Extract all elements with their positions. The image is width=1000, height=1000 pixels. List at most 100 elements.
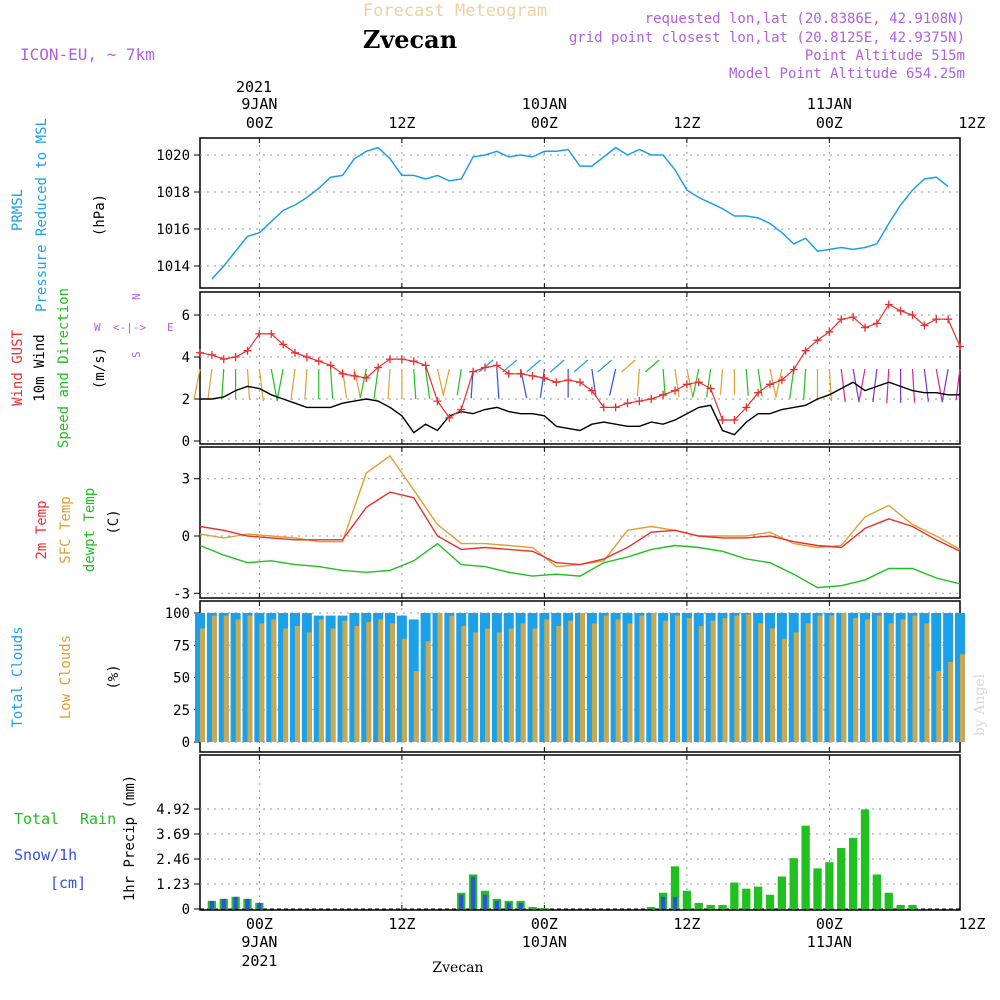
low-cloud-bar	[793, 632, 799, 742]
model-label: ICON-EU, ~ 7km	[20, 45, 155, 64]
top-date-label: 11JAN	[807, 95, 852, 113]
gust-line	[199, 303, 961, 421]
rain-bar	[801, 825, 810, 909]
rain-bar	[872, 874, 882, 909]
gust-marker	[469, 367, 478, 376]
low-cloud-bar	[318, 619, 324, 742]
rain-bar	[825, 862, 834, 909]
pressure-panel-labels: PRMSL Pressure Reduced to MSL (hPa)	[10, 118, 108, 312]
compass-s: S	[130, 351, 143, 358]
wind-label: 10m Wind	[32, 334, 48, 401]
gust-marker	[504, 369, 513, 378]
low-cloud-bar	[283, 628, 289, 742]
snow-bar	[506, 902, 511, 909]
snow-bar	[660, 896, 666, 909]
rain-bar	[813, 868, 822, 909]
wind-direction-arrow	[591, 368, 597, 397]
wind-direction-arrow	[353, 368, 361, 399]
banner-title: Forecast Meteogram	[363, 1, 547, 21]
low-cloud-bar	[722, 618, 728, 742]
wind-direction-arrow	[258, 368, 264, 402]
wind-direction-arrow	[644, 359, 660, 373]
rain-bar	[848, 837, 858, 909]
low-cloud-bar	[295, 625, 300, 742]
gust-marker	[421, 361, 430, 370]
prmsl-unit: (hPa)	[92, 194, 108, 236]
gust-marker	[801, 346, 810, 355]
sfc-temp-line	[199, 454, 961, 568]
rain-bar	[777, 876, 787, 909]
rain-bar	[753, 886, 763, 909]
credit: by Angel	[972, 673, 988, 736]
wind-direction-arrow	[304, 368, 308, 400]
wind-direction-arrow	[539, 368, 545, 398]
y-tick-label: 50	[173, 671, 190, 687]
gust-marker	[813, 336, 822, 345]
model-altitude: Model Point Altitude 654.25m	[729, 66, 965, 82]
wind-direction-arrow	[775, 368, 783, 398]
low-cloud-bar	[865, 619, 870, 742]
low-cloud-bar	[829, 615, 835, 742]
low-cloud-bar	[710, 620, 716, 742]
rain-bar	[647, 906, 656, 909]
low-cloud-bar	[580, 613, 585, 742]
top-hour-label: 00Z	[246, 114, 273, 132]
low-cloud-bar	[390, 623, 395, 742]
low-cloud-bar	[746, 614, 752, 742]
gust-marker	[255, 329, 264, 338]
bottom-year-label: 2021	[241, 952, 277, 970]
gust-marker	[433, 397, 442, 406]
total-label: Total	[14, 810, 59, 828]
wind-direction-arrow	[840, 368, 846, 403]
wind-direction-arrow	[636, 368, 640, 397]
gust-marker	[623, 399, 632, 408]
low-cloud-bar	[354, 625, 360, 742]
wind-direction-arrow	[674, 368, 680, 397]
rain-bar	[896, 904, 905, 909]
gust-marker	[362, 374, 371, 382]
wind-direction-arrow	[923, 368, 929, 402]
low-cloud-bar	[924, 623, 930, 742]
low-cloud-bar	[508, 628, 514, 742]
rain-bar	[730, 882, 739, 909]
gust-marker	[338, 369, 347, 378]
low-cloud-bar	[781, 638, 787, 742]
rain-label: Rain	[80, 810, 116, 828]
rain-bar	[706, 904, 715, 909]
snow-bar	[470, 876, 476, 909]
top-hour-label: 12Z	[673, 114, 700, 132]
wind-direction-arrow	[442, 368, 450, 395]
wind-direction-arrow	[425, 368, 431, 399]
rain-bar	[682, 890, 692, 909]
low-cloud-bar	[675, 615, 680, 742]
low-cloud-bar	[211, 615, 217, 742]
gust-marker	[552, 378, 561, 387]
low-cloud-bar	[366, 622, 372, 742]
low-cloud-bar	[544, 619, 550, 742]
gust-marker	[872, 319, 881, 328]
gust-marker	[374, 363, 383, 372]
wind-direction-arrow	[413, 368, 417, 400]
low-cloud-bar	[247, 615, 253, 742]
y-tick-label: 0	[182, 735, 190, 751]
snow-bar	[257, 902, 262, 909]
requested-coords: requested lon,lat (20.8386E, 42.9108N)	[645, 11, 965, 27]
compass-n: N	[130, 293, 143, 300]
y-tick-label: 0	[182, 434, 190, 450]
y-tick-label: 4.92	[156, 802, 190, 818]
wind-unit: (m/s)	[92, 347, 108, 389]
wind-direction-arrow	[478, 359, 494, 373]
compass-e: E	[167, 321, 174, 334]
gust-marker	[908, 311, 917, 319]
gust-marker	[314, 357, 323, 366]
gust-marker	[896, 306, 905, 315]
wind-direction-arrow	[662, 368, 666, 397]
top-hour-label: 12Z	[388, 114, 415, 132]
low-cloud-bar	[876, 615, 882, 742]
y-tick-label: 6	[182, 308, 190, 324]
low-cloud-bar	[378, 619, 384, 742]
wind-direction-arrow	[387, 368, 391, 400]
gust-marker	[350, 371, 359, 380]
low-cloud-bar	[663, 620, 669, 742]
